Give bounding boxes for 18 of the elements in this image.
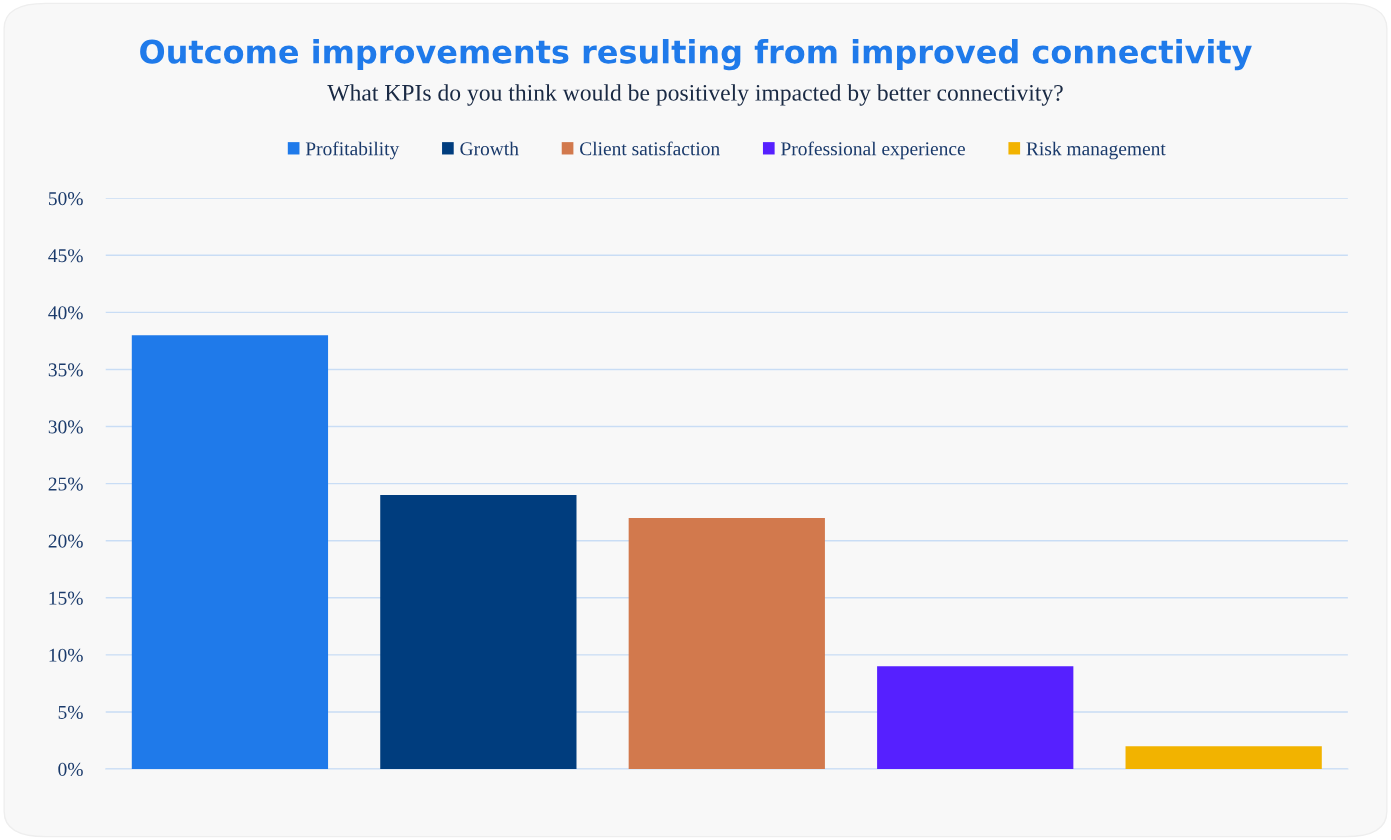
chart-subtitle: What KPIs do you think would be positively impacted by better connectivity? <box>327 84 1063 106</box>
y-tick-label: 40% <box>48 306 83 320</box>
y-tick-label: 30% <box>48 420 83 434</box>
y-tick-label: 20% <box>48 534 83 548</box>
y-tick-label: 0% <box>58 762 83 777</box>
chart-title: Outcome improvements resulting from improved connectivity <box>140 39 1252 71</box>
legend-label: Risk management <box>1026 141 1166 160</box>
y-tick-label: 45% <box>48 249 83 263</box>
legend-label: Professional experience <box>781 141 965 160</box>
legend-label: Profitability <box>305 141 400 160</box>
y-tick-label: 10% <box>49 648 83 662</box>
legend-label: Growth <box>460 141 519 156</box>
legend-label: Client satisfaction <box>580 141 720 156</box>
y-tick-label: 5% <box>58 705 83 719</box>
y-tick-label: 35% <box>48 363 83 377</box>
y-tick-label: 50% <box>48 192 83 206</box>
y-tick-label: 25% <box>48 477 83 491</box>
y-tick-label: 15% <box>49 591 83 605</box>
